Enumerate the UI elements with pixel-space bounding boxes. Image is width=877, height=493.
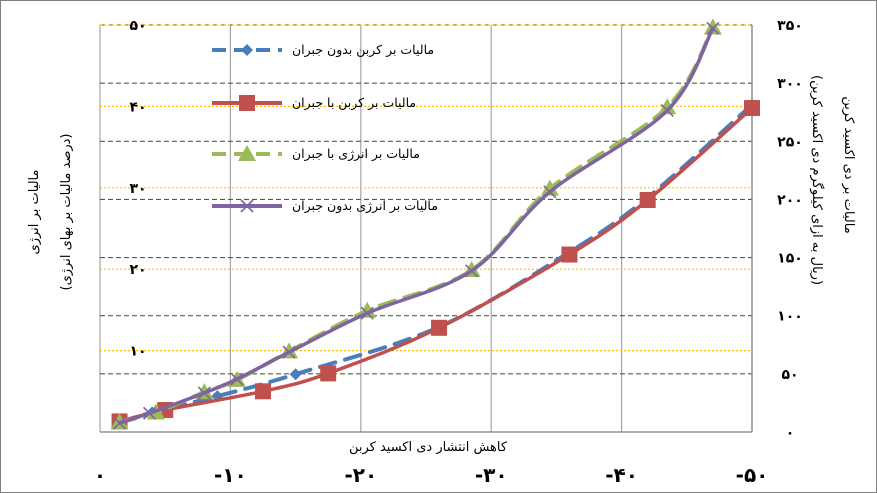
legend-marker [241,44,253,56]
right-tick-label: ۰ [786,425,795,441]
x-tick-label: ۰ [94,463,106,487]
right-axis-title-line2: (ریال به ازای کیلوگرم دی اکسید کربن) [809,75,825,285]
series-4-point [360,306,374,320]
series-2-point [320,365,337,382]
series-4-point [543,185,557,199]
legend-entry-4: مالیات بر انرژی بدون جبران [212,198,438,214]
right-tick-label: ۲۵۰ [777,134,803,150]
series-2-point [255,383,271,400]
right-tick-label: ۲۰۰ [777,192,803,208]
series-4-point [465,264,479,278]
legend-marker [240,199,254,213]
right-tick-label: ۵۰ [781,367,798,383]
left-tick-label: ۵۰ [129,18,146,34]
legend-label: مالیات بر انرژی بدون جبران [292,198,438,214]
series-4-point [142,406,157,420]
left-tick-label: ۳۰ [129,181,146,197]
x-tick-label: -۱۰ [214,463,247,487]
series-4-point [282,345,296,359]
legend-entry-2: مالیات بر کربن با جبران [212,95,416,111]
left-tick-label: ۴۰ [129,99,146,115]
series-2-point [639,192,656,209]
series-4-point [660,103,674,118]
series-2-point [431,319,448,336]
left-tick-label: ۱۰ [129,344,146,360]
series-2-point [744,100,760,117]
legend-label: مالیات بر کربن بدون جبران [292,42,434,58]
series-layer [110,18,760,430]
legend-marker [239,95,255,111]
legend-marker [238,145,256,161]
legend-entry-1: مالیات بر کربن بدون جبران [212,42,434,58]
series-4-point [197,386,211,400]
series-3-point [658,98,677,115]
x-tick-label: -۳۰ [475,463,508,487]
tick-labels: ۰ -۱۰ -۲۰ -۳۰ -۴۰ -۵۰ ۱۰ ۲۰ ۳۰ ۴۰ ۵۰ ۰ ۵۰ ۱۰۰ ۱۵۰ ۲۰۰ ۲۵… [94,18,803,487]
series-3-point [703,18,722,35]
series-4-point [230,372,244,386]
grid [99,24,753,433]
right-tick-label: ۱۵۰ [777,251,803,267]
left-axis-title-line2: (درصد مالیات بر بهای انرژی) [59,133,74,290]
series-4 [112,21,720,430]
right-tick-label: ۳۵۰ [777,18,803,34]
legend-label: مالیات بر کربن با جبران [292,95,416,111]
right-tick-label: ۱۰۰ [777,309,803,325]
series-2-point [561,246,578,263]
x-tick-label: -۲۰ [344,463,377,487]
series-4-point [706,21,720,35]
left-tick-label: ۲۰ [129,262,146,278]
legend-label: مالیات بر انرژی با جبران [292,146,420,162]
right-axis-title-line1: مالیات بر دی اکسید کربن [841,96,856,233]
series-4-point [112,416,127,430]
x-axis-title: کاهش انتشار دی اکسید کربن [349,440,508,455]
left-axis-title-line1: مالیات بر انرژی [27,170,42,255]
series-1-point [289,368,302,381]
x-tick-label: -۵۰ [736,463,769,487]
series-3-point [540,179,559,196]
x-tick-label: -۴۰ [605,463,638,487]
series-2 [111,100,760,430]
right-tick-label: ۳۰۰ [777,76,803,92]
legend: مالیات بر کربن بدون جبران مالیات بر کربن … [212,42,438,214]
legend-entry-3: مالیات بر انرژی با جبران [212,145,420,162]
